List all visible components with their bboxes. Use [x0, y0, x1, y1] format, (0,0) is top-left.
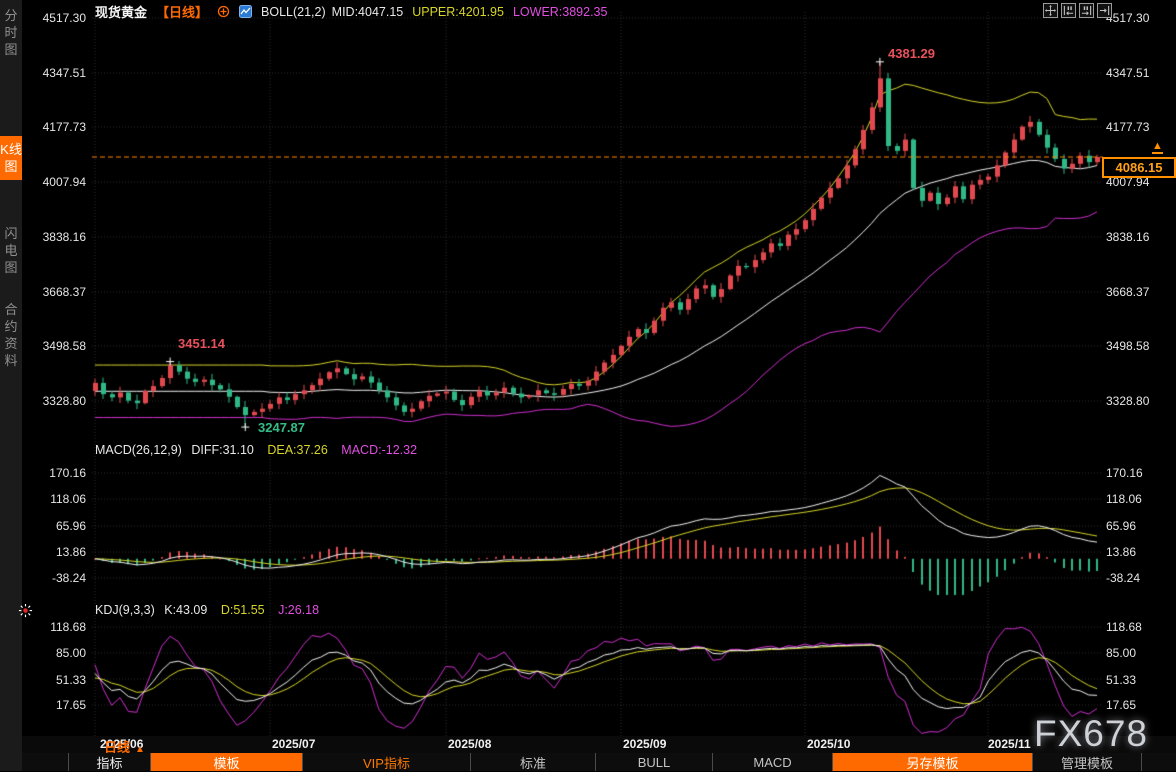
kdj-axis-label-left: 118.68 [50, 620, 86, 634]
period-tag: 【日线】 [156, 5, 209, 20]
month-axis-label: 2025/10 [807, 737, 851, 751]
macd-axis-label-right: 118.06 [1106, 492, 1142, 506]
pan-crosshair-icon[interactable] [1043, 3, 1058, 18]
tab-macd[interactable]: MACD [712, 753, 832, 771]
compress-bars-icon[interactable] [1061, 3, 1076, 18]
macd-hist-value: MACD:-12.32 [341, 443, 418, 457]
month-axis-label: 2025/06 [100, 737, 144, 751]
tab-manage-template[interactable]: 管理模板 [1032, 753, 1142, 771]
tab-indicators[interactable]: 指标 [68, 753, 150, 771]
price-up-arrow-icon: ▲ [1152, 140, 1163, 154]
macd-axis-label-right: 13.86 [1106, 545, 1137, 559]
price-axis-label-left: 4007.94 [42, 175, 86, 189]
kdj-j-value: J:26.18 [278, 603, 320, 617]
bottom-tab-bar: 指标 模板 VIP指标 标准 BULL MACD 另存模板 管理模板 [22, 753, 1176, 771]
period-label: 日线 [104, 740, 131, 755]
macd-axis-label-right: 65.96 [1106, 519, 1137, 533]
macd-axis-label-left: 65.96 [55, 519, 86, 533]
price-axis-label-right: 4347.51 [1106, 66, 1150, 80]
symbol-name: 现货黄金 [95, 5, 148, 20]
chart-header: 现货黄金 【日线】 BOLL(21,2) MID:4047.15 UPPER:4… [95, 3, 608, 21]
price-axis-label-left: 3668.37 [42, 285, 86, 299]
sidebar-item-contract-info[interactable]: 合约资料 [4, 302, 18, 368]
price-axis-label-left: 4517.30 [42, 11, 86, 25]
last-price-tag: 4086.15 [1102, 157, 1176, 178]
line-chart-icon[interactable] [239, 5, 253, 18]
macd-panel-header: MACD(26,12,9) DIFF:31.10 DEA:37.26 MACD:… [95, 443, 427, 457]
expand-bars-icon[interactable] [1079, 3, 1094, 18]
price-axis-label-left: 4347.51 [42, 66, 86, 80]
swing-low-label-1: 3247.87 [258, 420, 305, 435]
macd-diff-value: DIFF:31.10 [191, 443, 254, 457]
tab-bull[interactable]: BULL [595, 753, 712, 771]
boll-lower-value: LOWER:3892.35 [512, 4, 608, 19]
price-axis-label-right: 3328.80 [1106, 394, 1150, 408]
boll-label: BOLL(21,2) [261, 4, 326, 19]
price-axis-label-left: 3838.16 [42, 230, 86, 244]
price-axis-label-left: 3328.80 [42, 394, 86, 408]
sidebar-item-time-chart[interactable]: 分时图 [4, 8, 18, 57]
macd-dea-value: DEA:37.26 [267, 443, 328, 457]
kdj-k-value: K:43.09 [164, 603, 208, 617]
kdj-axis-label-right: 51.33 [1106, 673, 1137, 687]
macd-axis-label-right: -38.24 [1106, 571, 1141, 585]
price-axis-label-right: 4177.73 [1106, 120, 1150, 134]
period-selector[interactable]: 日线 ▲ [104, 737, 145, 756]
swing-high-label-2: 4381.29 [888, 46, 935, 61]
fx678-watermark: FX678 [1034, 713, 1149, 754]
macd-axis-label-right: 170.16 [1106, 466, 1143, 480]
kdj-axis-label-left: 17.65 [55, 698, 86, 712]
month-axis-label: 2025/09 [623, 737, 667, 751]
live-indicator-icon [18, 603, 33, 623]
tab-save-template[interactable]: 另存模板 [832, 753, 1032, 771]
macd-axis-label-left: 118.06 [50, 492, 86, 506]
macd-title: MACD(26,12,9) [95, 443, 182, 457]
price-axis-label-left: 4177.73 [42, 120, 86, 134]
kdj-title: KDJ(9,3,3) [95, 603, 155, 617]
kdj-axis-label-right: 118.68 [1106, 620, 1142, 634]
price-axis-label-right: 4007.94 [1106, 175, 1150, 189]
month-axis-label: 2025/08 [448, 737, 492, 751]
macd-axis-label-left: -38.24 [51, 571, 86, 585]
tab-vip-indicators[interactable]: VIP指标 [302, 753, 470, 771]
circle-plus-icon[interactable] [217, 5, 230, 18]
month-axis-label: 2025/11 [988, 737, 1031, 751]
tab-templates[interactable]: 模板 [150, 753, 302, 771]
chart-toolbar [1043, 3, 1112, 18]
boll-mid-value: MID:4047.15 [331, 4, 404, 19]
kdj-axis-label-left: 85.00 [55, 646, 86, 660]
tab-standard[interactable]: 标准 [470, 753, 595, 771]
goto-latest-icon[interactable] [1097, 3, 1112, 18]
kdj-d-value: D:51.55 [220, 603, 265, 617]
price-axis-label-right: 3498.58 [1106, 339, 1150, 353]
price-axis-label-right: 4517.30 [1106, 11, 1150, 25]
boll-upper-value: UPPER:4201.95 [412, 4, 504, 19]
price-axis-label-left: 3498.58 [42, 339, 86, 353]
macd-axis-label-left: 170.16 [49, 466, 86, 480]
sidebar-item-flash-chart[interactable]: 闪电图 [4, 226, 18, 275]
kdj-axis-label-left: 51.33 [55, 673, 86, 687]
month-axis-label: 2025/07 [272, 737, 316, 751]
price-axis-label-right: 3838.16 [1106, 230, 1150, 244]
kdj-axis-label-right: 85.00 [1106, 646, 1137, 660]
price-axis-label-right: 3668.37 [1106, 285, 1150, 299]
swing-high-label-1: 3451.14 [178, 336, 225, 351]
kdj-axis-label-right: 17.65 [1106, 698, 1137, 712]
left-sidebar: 分时图 K线图 闪电图 合约资料 [0, 0, 22, 771]
period-arrow-icon: ▲ [135, 744, 145, 755]
sidebar-item-candle-chart[interactable]: K线图 [0, 136, 22, 180]
macd-axis-label-left: 13.86 [55, 545, 86, 559]
xaxis-row [22, 736, 1176, 753]
kdj-panel-header: KDJ(9,3,3) K:43.09 D:51.55 J:26.18 [95, 603, 329, 617]
